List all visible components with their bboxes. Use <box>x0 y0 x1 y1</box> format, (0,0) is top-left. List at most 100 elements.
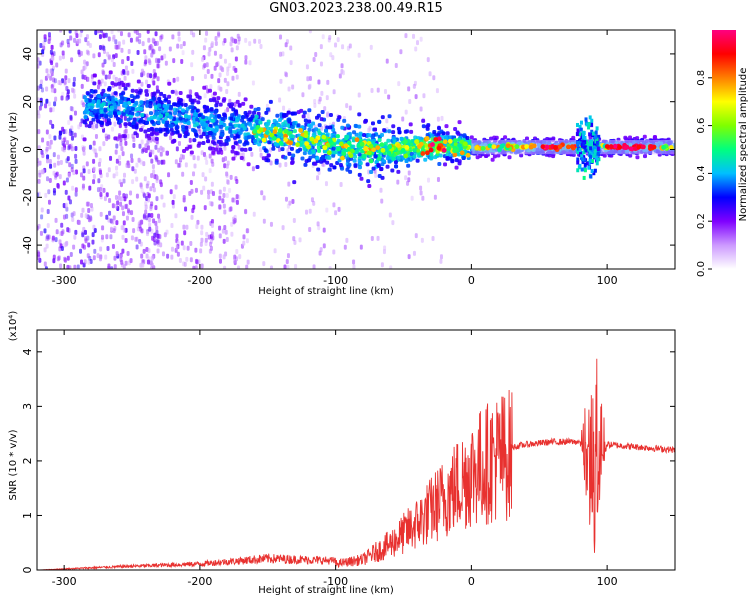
noise-cell <box>145 79 149 85</box>
noise-cell <box>112 74 116 80</box>
noise-cell <box>427 177 431 183</box>
peak-cell <box>375 145 381 151</box>
noise-cell <box>399 49 403 55</box>
noise-cell <box>145 196 149 202</box>
band-cell <box>207 88 212 93</box>
noise-cell <box>244 37 248 43</box>
noise-cell <box>72 244 76 250</box>
noise-cell <box>337 206 341 212</box>
noise-cell <box>237 265 241 269</box>
noise-cell <box>174 159 178 165</box>
peak-cell <box>648 144 654 149</box>
noise-cell <box>151 37 155 43</box>
band-cell <box>635 136 640 141</box>
band-cell <box>370 135 375 140</box>
peak-cell <box>442 139 448 145</box>
noise-cell <box>41 153 45 159</box>
noise-cell <box>142 161 146 167</box>
noise-cell <box>37 110 40 116</box>
disturbance-cell <box>589 155 593 160</box>
noise-cell <box>149 73 153 79</box>
noise-cell <box>305 64 309 70</box>
band-cell <box>329 163 334 168</box>
noise-cell <box>122 220 126 226</box>
noise-cell <box>370 235 374 241</box>
noise-cell <box>175 233 179 239</box>
disturbance-cell <box>578 148 582 153</box>
noise-cell <box>245 228 249 234</box>
peak-cell <box>252 128 258 134</box>
band-cell <box>88 98 93 103</box>
noise-cell <box>60 230 64 236</box>
x-tick-label: 100 <box>597 575 618 588</box>
noise-cell <box>160 194 164 200</box>
disturbance-cell <box>597 134 601 139</box>
noise-cell <box>64 241 68 247</box>
noise-cell <box>422 93 426 99</box>
peak-cell <box>368 158 374 164</box>
band-cell <box>353 163 358 168</box>
noise-cell <box>231 197 235 203</box>
noise-cell <box>110 266 114 269</box>
noise-cell <box>139 241 143 247</box>
band-cell <box>373 127 378 132</box>
noise-cell <box>83 59 87 65</box>
noise-cell <box>323 106 327 112</box>
band-cell <box>112 102 117 107</box>
noise-cell <box>226 66 230 72</box>
noise-cell <box>292 236 296 242</box>
noise-cell <box>284 196 288 202</box>
noise-cell <box>73 234 77 240</box>
noise-cell <box>234 67 238 73</box>
band-cell <box>209 107 214 112</box>
disturbance-cell <box>594 135 598 140</box>
band-cell <box>138 119 143 124</box>
band-cell <box>85 99 90 104</box>
peak-cell <box>322 145 328 151</box>
noise-cell <box>225 89 229 95</box>
noise-cell <box>235 45 239 51</box>
noise-cell <box>73 110 77 116</box>
colorbar-tick-label: 0.6 <box>696 118 707 134</box>
snr-data <box>37 358 675 570</box>
band-cell <box>117 111 122 116</box>
peak-cell <box>524 144 530 149</box>
noise-cell <box>50 44 54 50</box>
noise-cell <box>147 197 151 203</box>
noise-cell <box>114 149 118 155</box>
band-cell <box>205 135 210 140</box>
noise-cell <box>180 58 184 64</box>
noise-cell <box>269 221 273 227</box>
noise-cell <box>70 212 74 218</box>
peak-cell <box>639 144 645 150</box>
disturbance-cell <box>587 162 591 167</box>
band-cell <box>444 124 449 129</box>
noise-cell <box>46 158 50 164</box>
noise-cell <box>208 241 212 247</box>
noise-cell <box>169 135 173 141</box>
disturbance-cell <box>589 174 593 179</box>
noise-cell <box>130 235 134 241</box>
noise-cell <box>98 157 102 163</box>
disturbance-cell <box>581 130 585 135</box>
noise-cell <box>65 140 69 146</box>
band-cell <box>301 114 306 119</box>
noise-cell <box>92 255 96 261</box>
band-cell <box>109 105 114 110</box>
noise-cell <box>62 180 66 186</box>
peak-cell <box>487 143 493 149</box>
band-cell <box>274 120 279 125</box>
band-cell <box>104 114 109 119</box>
band-cell <box>205 127 210 132</box>
band-cell <box>95 118 100 123</box>
band-cell <box>519 153 524 158</box>
noise-cell <box>40 207 44 213</box>
peak-cell <box>303 133 309 139</box>
band-cell <box>292 121 297 126</box>
band-cell <box>311 132 316 137</box>
noise-cell <box>321 34 325 40</box>
band-cell <box>484 153 489 158</box>
disturbance-cell <box>589 122 593 127</box>
disturbance-cell <box>576 128 580 133</box>
noise-cell <box>291 84 295 90</box>
